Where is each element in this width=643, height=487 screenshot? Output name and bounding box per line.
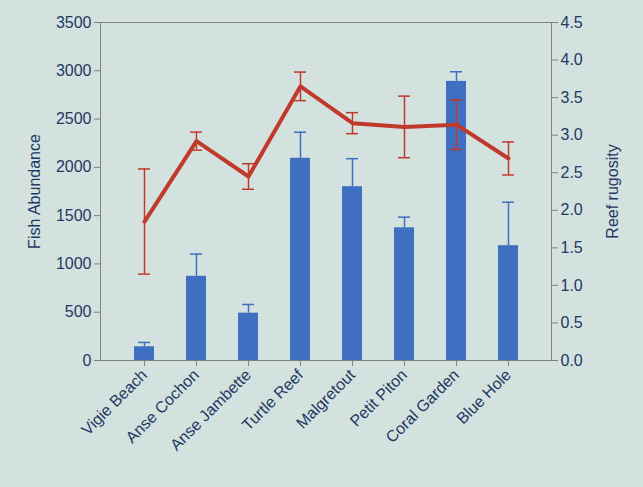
svg-text:3000: 3000 [56, 62, 92, 79]
svg-text:0.0: 0.0 [561, 352, 583, 369]
svg-text:2.5: 2.5 [561, 164, 583, 181]
svg-text:Coral Garden: Coral Garden [382, 366, 462, 446]
svg-text:4.5: 4.5 [561, 14, 583, 31]
svg-text:2000: 2000 [56, 158, 92, 175]
svg-text:3.5: 3.5 [561, 89, 583, 106]
svg-text:2500: 2500 [56, 110, 92, 127]
svg-text:1.0: 1.0 [561, 277, 583, 294]
svg-text:Turtle Reef: Turtle Reef [238, 366, 307, 434]
svg-text:4.0: 4.0 [561, 51, 583, 68]
svg-text:0.5: 0.5 [561, 314, 583, 331]
svg-text:Reef rugosity: Reef rugosity [604, 144, 621, 238]
svg-text:Malgretout: Malgretout [293, 366, 359, 432]
svg-text:2.0: 2.0 [561, 201, 583, 218]
svg-text:1500: 1500 [56, 207, 92, 224]
svg-text:1000: 1000 [56, 255, 92, 272]
svg-text:Petit Piton: Petit Piton [346, 366, 411, 430]
svg-text:3.0: 3.0 [561, 126, 583, 143]
svg-text:Anse Jambette: Anse Jambette [167, 366, 255, 454]
svg-text:3500: 3500 [56, 14, 92, 31]
svg-text:500: 500 [65, 303, 92, 320]
svg-text:0: 0 [83, 352, 92, 369]
svg-text:Anse Cochon: Anse Cochon [122, 366, 203, 446]
svg-text:Blue Hole: Blue Hole [453, 366, 514, 427]
svg-text:Fish Abundance: Fish Abundance [26, 134, 43, 249]
svg-text:1.5: 1.5 [561, 239, 583, 256]
svg-text:Vigie Beach: Vigie Beach [78, 366, 151, 439]
